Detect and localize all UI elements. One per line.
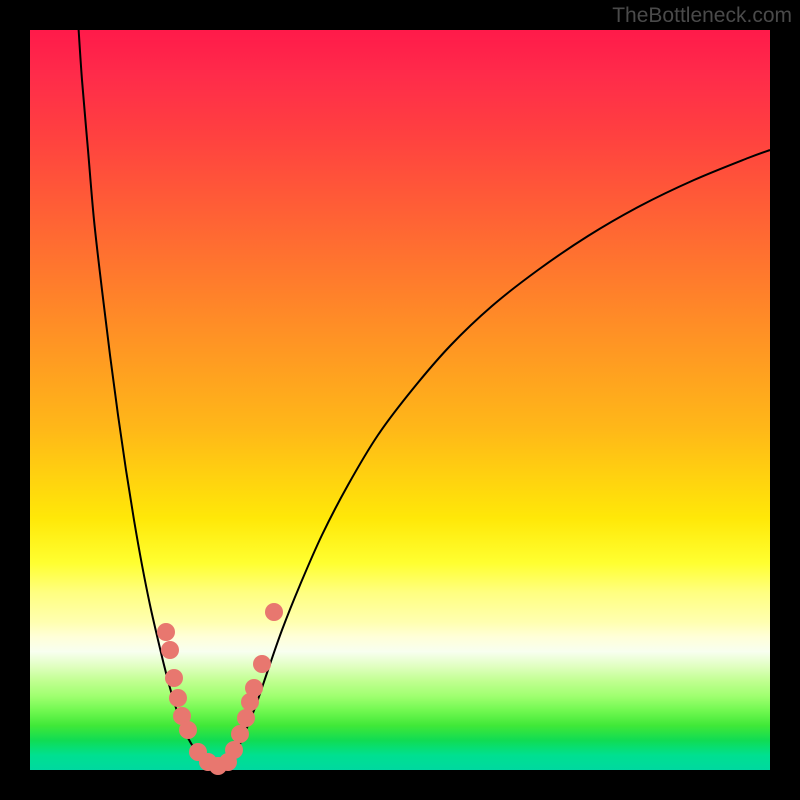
data-marker — [179, 721, 197, 739]
watermark-text: TheBottleneck.com — [612, 4, 792, 28]
data-marker — [165, 669, 183, 687]
data-marker — [225, 741, 243, 759]
data-marker — [245, 679, 263, 697]
data-marker — [157, 623, 175, 641]
curve-left-branch — [78, 20, 218, 768]
data-marker — [231, 725, 249, 743]
data-marker — [253, 655, 271, 673]
curve-right-branch — [218, 150, 770, 768]
data-marker — [237, 709, 255, 727]
data-marker — [169, 689, 187, 707]
data-marker — [161, 641, 179, 659]
bottleneck-chart — [30, 30, 770, 770]
data-marker — [265, 603, 283, 621]
data-markers-group — [157, 603, 283, 775]
